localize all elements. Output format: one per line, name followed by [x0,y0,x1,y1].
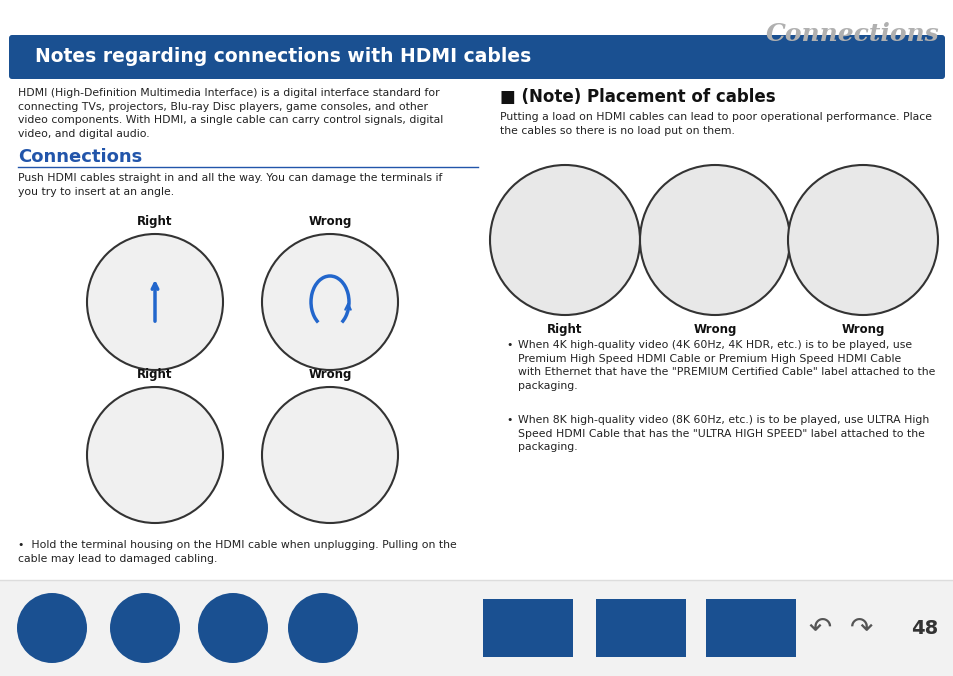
Bar [482,599,573,657]
Text: When 8K high-quality video (8K 60Hz, etc.) is to be played, use ULTRA High
Speed: When 8K high-quality video (8K 60Hz, etc… [517,415,928,452]
Text: •: • [505,415,512,425]
Text: HDMI (High-Definition Multimedia Interface) is a digital interface standard for
: HDMI (High-Definition Multimedia Interfa… [18,88,443,139]
Circle shape [87,387,223,523]
Text: ↶: ↶ [807,614,831,642]
Circle shape [787,165,937,315]
Text: Putting a load on HDMI cables can lead to poor operational performance. Place
th: Putting a load on HDMI cables can lead t… [499,112,931,136]
Circle shape [198,593,268,663]
Circle shape [110,593,180,663]
Circle shape [288,593,357,663]
Circle shape [490,165,639,315]
Bar [0,580,953,676]
Text: Wrong: Wrong [308,368,352,381]
Text: ↷: ↷ [849,614,873,642]
Text: Wrong: Wrong [841,323,883,336]
Circle shape [262,387,397,523]
Text: Right: Right [547,323,582,336]
Text: ■ (Note) Placement of cables: ■ (Note) Placement of cables [499,88,775,106]
Text: Wrong: Wrong [693,323,736,336]
Bar [705,599,795,657]
Text: Right: Right [137,368,172,381]
Text: Push HDMI cables straight in and all the way. You can damage the terminals if
yo: Push HDMI cables straight in and all the… [18,173,442,197]
Text: Connections: Connections [765,22,939,46]
FancyBboxPatch shape [9,35,944,79]
Text: Right: Right [137,215,172,228]
Text: •: • [505,340,512,350]
Text: When 4K high-quality video (4K 60Hz, 4K HDR, etc.) is to be played, use
Premium : When 4K high-quality video (4K 60Hz, 4K … [517,340,934,391]
Text: •  Hold the terminal housing on the HDMI cable when unplugging. Pulling on the
c: • Hold the terminal housing on the HDMI … [18,540,456,564]
Text: Connections: Connections [18,148,142,166]
Bar [596,599,685,657]
Circle shape [17,593,87,663]
Circle shape [262,234,397,370]
Text: Notes regarding connections with HDMI cables: Notes regarding connections with HDMI ca… [22,47,531,66]
Text: Wrong: Wrong [308,215,352,228]
Circle shape [639,165,789,315]
Text: 48: 48 [910,619,938,637]
Circle shape [87,234,223,370]
